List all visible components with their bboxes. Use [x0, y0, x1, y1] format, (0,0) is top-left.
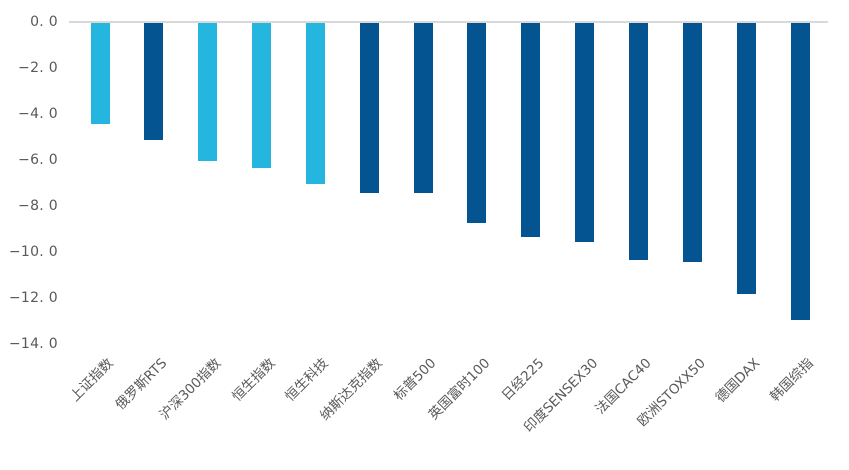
bar: [736, 23, 756, 295]
bar: [575, 23, 595, 242]
bar: [144, 23, 164, 141]
x-category-label: 德国DAX: [712, 355, 763, 406]
bar: [629, 23, 648, 260]
y-tick-label: −14. 0: [8, 336, 58, 352]
x-category-label: 上证指数: [67, 355, 117, 405]
x-category-label: 韩国综指: [767, 355, 817, 405]
bar: [198, 23, 218, 161]
y-tick-label: −4. 0: [18, 106, 58, 122]
bar: [467, 23, 487, 224]
y-tick-label: −10. 0: [8, 244, 58, 260]
bar: [413, 23, 433, 194]
bar: [90, 23, 110, 125]
y-tick-label: −8. 0: [18, 198, 58, 214]
y-tick-label: −6. 0: [18, 152, 58, 168]
bar: [682, 23, 702, 263]
x-category-label: 标普500: [391, 355, 440, 404]
bar: [305, 23, 325, 184]
x-category-label: 恒生科技: [282, 355, 333, 405]
zero-axis-line: [69, 21, 828, 23]
bar: [521, 23, 541, 237]
bar: [359, 23, 379, 194]
y-tick-label: −12. 0: [8, 290, 58, 306]
x-category-label: 恒生指数: [228, 355, 279, 405]
y-tick-label: −2. 0: [18, 60, 58, 76]
x-category-label: 日经225: [498, 355, 548, 404]
y-tick-label: 0. 0: [30, 14, 58, 30]
bar: [790, 23, 810, 320]
bar: [252, 23, 272, 168]
